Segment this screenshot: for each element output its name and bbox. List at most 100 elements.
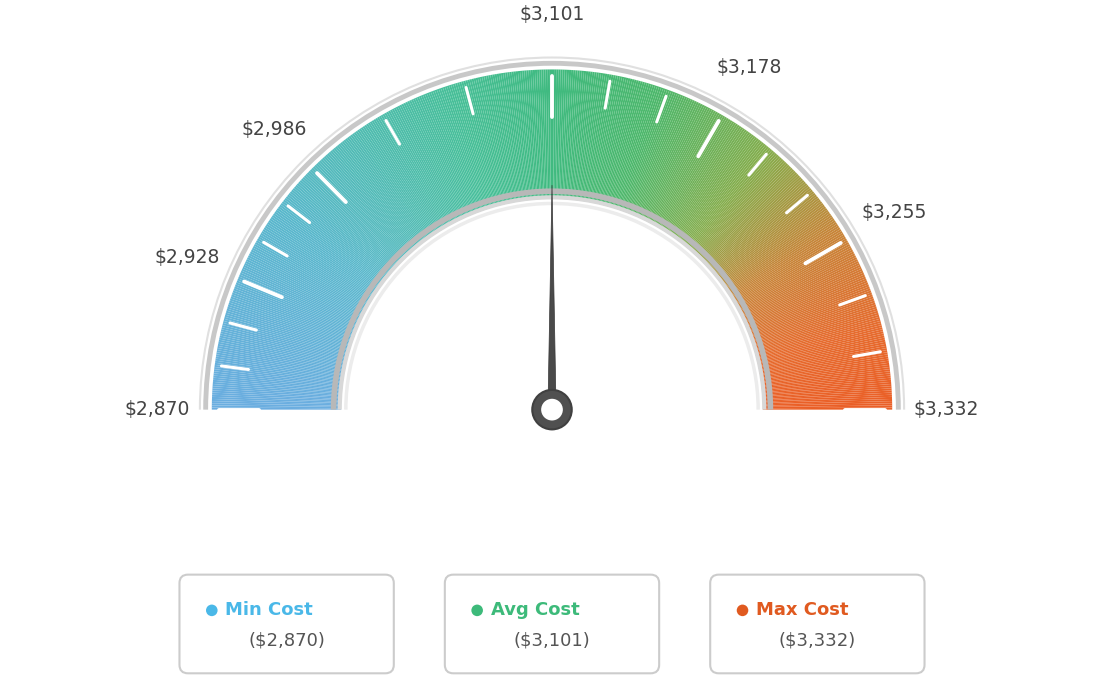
Wedge shape [484,76,511,203]
Wedge shape [684,145,767,246]
Wedge shape [343,139,424,243]
Wedge shape [253,246,368,309]
Wedge shape [763,391,892,399]
Text: $3,101: $3,101 [519,6,585,25]
Wedge shape [713,191,814,275]
Wedge shape [482,77,510,204]
Wedge shape [615,85,655,208]
Wedge shape [518,71,532,200]
Wedge shape [755,319,880,355]
Wedge shape [554,70,559,199]
Wedge shape [376,117,445,229]
Wedge shape [710,183,807,270]
Wedge shape [707,178,803,267]
Circle shape [471,604,482,616]
Wedge shape [762,367,890,384]
Wedge shape [415,97,468,217]
Wedge shape [220,335,347,365]
Wedge shape [697,161,786,257]
Wedge shape [760,348,887,373]
Wedge shape [629,93,679,214]
Wedge shape [762,382,891,394]
Wedge shape [603,79,637,206]
Wedge shape [474,78,505,204]
Wedge shape [268,220,376,293]
Wedge shape [750,293,872,338]
Wedge shape [762,380,891,393]
Wedge shape [221,331,347,362]
Wedge shape [756,327,882,359]
Wedge shape [359,128,434,236]
Wedge shape [352,133,429,239]
Wedge shape [236,280,357,331]
Wedge shape [704,174,798,264]
Wedge shape [216,354,343,377]
Wedge shape [741,259,858,317]
Wedge shape [666,124,737,233]
Wedge shape [614,84,654,208]
Wedge shape [725,217,834,291]
Wedge shape [522,70,534,199]
Wedge shape [213,373,342,388]
Wedge shape [754,315,879,352]
Wedge shape [643,103,701,220]
Wedge shape [594,77,622,204]
Wedge shape [720,203,824,282]
Wedge shape [730,227,840,298]
Wedge shape [217,346,344,371]
Wedge shape [733,235,845,302]
Wedge shape [688,149,772,249]
Wedge shape [259,235,371,302]
Wedge shape [735,242,849,307]
Wedge shape [658,116,725,228]
Wedge shape [214,369,342,386]
Wedge shape [587,75,612,202]
Wedge shape [459,82,496,207]
Wedge shape [220,333,347,364]
Wedge shape [306,174,400,264]
Wedge shape [680,139,761,243]
Wedge shape [293,188,392,273]
Wedge shape [344,202,760,410]
Wedge shape [733,237,846,304]
Wedge shape [251,250,365,311]
Wedge shape [740,253,856,314]
Wedge shape [372,120,442,231]
Text: $3,255: $3,255 [861,203,926,221]
Wedge shape [226,310,350,350]
Wedge shape [665,122,736,233]
Wedge shape [656,114,722,227]
Wedge shape [760,350,888,374]
Wedge shape [630,94,681,215]
Wedge shape [524,70,537,199]
Wedge shape [761,363,889,382]
Wedge shape [749,284,869,333]
Wedge shape [373,119,443,230]
Wedge shape [669,127,743,235]
Wedge shape [497,74,519,201]
Wedge shape [732,233,843,301]
Wedge shape [607,81,643,206]
Wedge shape [753,306,877,347]
Wedge shape [687,148,771,248]
Wedge shape [763,403,892,407]
Wedge shape [756,323,881,357]
Wedge shape [509,72,527,200]
Wedge shape [704,175,800,265]
Wedge shape [276,210,381,287]
Wedge shape [243,267,361,322]
Wedge shape [761,365,890,383]
Wedge shape [423,94,474,215]
Wedge shape [708,180,805,268]
Wedge shape [257,238,370,304]
Wedge shape [616,86,657,209]
Text: Max Cost: Max Cost [756,602,849,620]
Wedge shape [746,279,867,330]
Wedge shape [212,405,341,408]
Wedge shape [753,308,878,348]
Wedge shape [312,166,405,259]
Wedge shape [758,337,885,366]
Wedge shape [763,399,892,404]
Wedge shape [337,145,420,246]
Wedge shape [740,255,856,315]
